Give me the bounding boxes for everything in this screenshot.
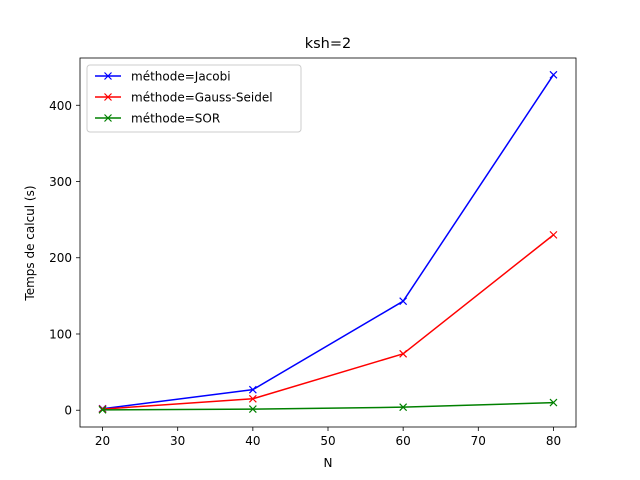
x-tick-label: 70 <box>471 434 486 448</box>
legend-label: méthode=Gauss-Seidel <box>131 91 273 105</box>
data-point <box>549 70 558 79</box>
data-point <box>399 349 408 358</box>
y-tick-label: 200 <box>49 251 72 265</box>
data-point <box>549 398 558 407</box>
data-point <box>399 403 408 412</box>
legend-marker <box>104 114 112 122</box>
legend-label: méthode=SOR <box>131 112 220 126</box>
y-tick-label: 400 <box>49 99 72 113</box>
x-tick-label: 40 <box>245 434 260 448</box>
x-tick-label: 20 <box>95 434 110 448</box>
legend: méthode=Jacobi méthode=Gauss-Seidel méthod… <box>86 64 302 133</box>
y-tick-label: 300 <box>49 175 72 189</box>
x-tick-label: 80 <box>546 434 561 448</box>
data-point <box>248 394 257 403</box>
series-line-2 <box>102 401 554 411</box>
data-point <box>98 405 107 414</box>
data-point <box>248 405 257 414</box>
axes-frame <box>79 57 577 428</box>
data-point <box>399 297 408 306</box>
legend-marker <box>104 93 112 101</box>
x-axis-label: N <box>324 456 333 470</box>
chart-title: ksh=2 <box>305 36 352 52</box>
plot-area: 20 30 40 50 60 70 80 0 100 200 300 400 <box>49 57 577 448</box>
y-axis-label: Temps de calcul (s) <box>23 185 37 301</box>
y-tick-label: 0 <box>64 404 72 418</box>
data-point <box>248 385 257 394</box>
series-line-1 <box>102 234 554 410</box>
x-tick-label: 60 <box>396 434 411 448</box>
x-tick-label: 50 <box>320 434 335 448</box>
legend-marker <box>104 72 112 80</box>
x-tick-label: 30 <box>170 434 185 448</box>
legend-box <box>86 64 302 133</box>
data-point <box>549 230 558 239</box>
series-line-0 <box>102 74 555 410</box>
legend-label: méthode=Jacobi <box>131 70 231 84</box>
y-tick-label: 100 <box>49 327 72 341</box>
